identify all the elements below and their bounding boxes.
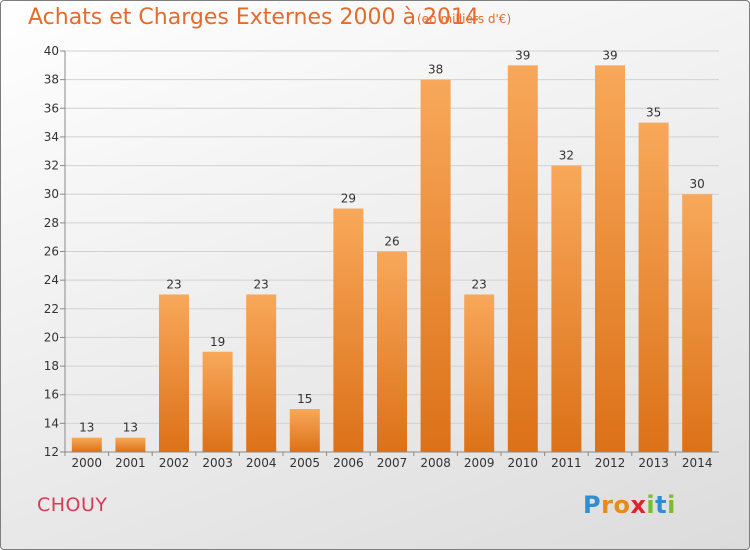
data-label-2012: 39 [602,48,617,62]
x-tick-label: 2011 [551,456,582,470]
logo-letter: i [667,491,676,519]
data-labels: 13 13 23 19 23 15 29 26 38 23 39 32 39 35 30 [79,48,705,434]
y-tick-label: 28 [44,216,59,230]
bar-2009 [464,294,495,452]
x-tick-label: 2012 [595,456,626,470]
logo-letter: t [655,491,668,519]
y-tick-label: 36 [44,101,59,115]
bar-2007 [377,251,407,452]
bar-2001 [115,437,146,452]
y-tick-label: 18 [44,359,59,373]
data-label-2000: 13 [79,421,94,435]
y-tick-label: 24 [44,273,59,287]
x-tick-label: 2001 [115,456,146,470]
commune-name: CHOUY [37,494,108,516]
data-label-2002: 23 [166,277,181,291]
x-tick-label: 2006 [333,456,364,470]
bar-2003 [202,351,233,452]
y-tick-label: 30 [44,187,59,201]
x-tick-label: 2003 [202,456,233,470]
chart-subtitle: (en milliers d'€) [417,12,512,26]
y-tick-label: 34 [44,130,59,144]
data-label-2004: 23 [254,277,269,291]
x-tick-label: 2007 [377,456,408,470]
x-tick-label: 2009 [464,456,495,470]
y-tick-label: 12 [44,445,59,459]
y-tick-label: 38 [44,73,59,87]
bar-2013 [638,122,669,452]
proxiti-logo: Proxiti [583,491,676,519]
data-label-2010: 39 [515,48,530,62]
data-label-2014: 30 [690,177,705,191]
x-tick-label: 2002 [159,456,190,470]
logo-letter: i [646,491,656,519]
x-tick-labels: 2000 2001 2002 2003 2004 2005 2006 2007 2008 2009… [64,452,713,470]
data-label-2005: 15 [297,392,312,406]
x-tick-label: 2004 [246,456,277,470]
bars [71,65,713,453]
bar-2005 [289,409,320,452]
x-tick-label: 2005 [290,456,321,470]
x-tick-label: 2008 [420,456,451,470]
bar-2006 [333,208,364,452]
data-label-2013: 35 [646,106,661,120]
logo-letter: x [630,491,647,519]
x-tick-label: 2000 [72,456,103,470]
data-label-2011: 32 [559,149,574,163]
y-tick-labels: 12 14 16 18 20 22 24 26 28 30 32 34 36 38 40 [44,44,59,459]
bar-2002 [159,294,189,452]
bar-2012 [595,65,625,453]
data-label-2006: 29 [341,192,356,206]
y-tick-label: 14 [44,416,59,430]
bar-2011 [551,165,582,453]
y-tick-label: 32 [44,159,59,173]
y-tick-label: 20 [44,330,59,344]
x-tick-label: 2013 [638,456,669,470]
y-tick-label: 16 [44,388,59,402]
x-tick-label: 2010 [508,456,539,470]
x-tick-label: 2014 [682,456,713,470]
y-tick-label: 22 [44,302,59,316]
y-tick-label: 26 [44,245,59,259]
data-label-2003: 19 [210,335,225,349]
data-label-2008: 38 [428,63,443,77]
data-label-2001: 13 [123,421,138,435]
logo-letter: P [583,491,602,519]
data-label-2007: 26 [384,235,399,249]
bar-2004 [246,294,277,452]
bar-2010 [507,65,538,453]
chart-title: Achats et Charges Externes 2000 à 2014 [28,5,479,30]
logo-letter: r [601,491,614,519]
y-tick-label: 40 [44,44,59,58]
bar-2014 [682,194,713,452]
bar-2008 [420,79,451,453]
data-label-2009: 23 [472,277,487,291]
bar-2000 [71,437,102,452]
logo-letter: o [613,491,631,519]
